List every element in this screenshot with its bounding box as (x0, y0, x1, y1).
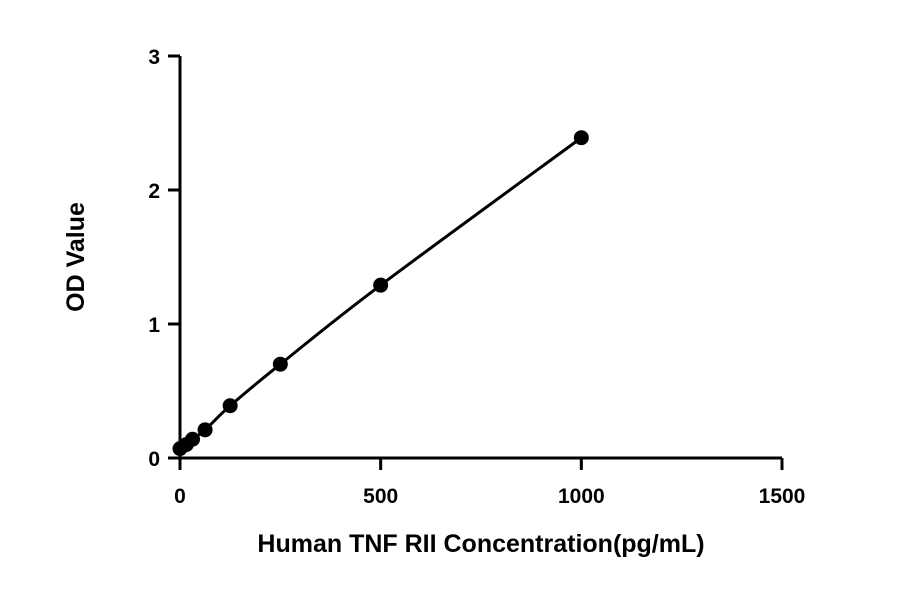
ticks: 0 500 1000 1500 0 1 2 3 (148, 46, 805, 508)
y-axis-title: OD Value (62, 202, 90, 312)
fit-curve-line (179, 136, 583, 450)
data-points (172, 130, 589, 457)
data-point (185, 431, 201, 447)
y-tick-label: 1 (148, 314, 160, 337)
data-point (573, 130, 589, 146)
x-tick-label: 500 (363, 485, 398, 508)
x-tick-label: 0 (174, 485, 186, 508)
data-point (373, 277, 389, 293)
data-point (197, 422, 213, 438)
fit-curve-group (179, 136, 583, 450)
x-tick-label: 1000 (558, 485, 605, 508)
y-tick-label: 3 (148, 46, 160, 69)
axes (178, 56, 782, 460)
data-point (272, 356, 288, 372)
y-tick-label: 0 (148, 448, 160, 471)
x-tick-label: 1500 (759, 485, 806, 508)
data-point (222, 398, 238, 414)
x-axis-title: Human TNF RII Concentration(pg/mL) (257, 530, 704, 558)
y-tick-label: 2 (148, 180, 160, 203)
